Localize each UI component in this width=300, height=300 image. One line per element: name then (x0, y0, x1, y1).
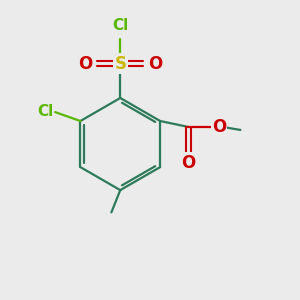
Text: S: S (114, 55, 126, 73)
Text: O: O (148, 55, 163, 73)
Text: Cl: Cl (38, 104, 54, 119)
Text: O: O (78, 55, 92, 73)
Text: O: O (181, 154, 196, 172)
Text: Cl: Cl (112, 18, 128, 33)
Text: O: O (212, 118, 226, 136)
